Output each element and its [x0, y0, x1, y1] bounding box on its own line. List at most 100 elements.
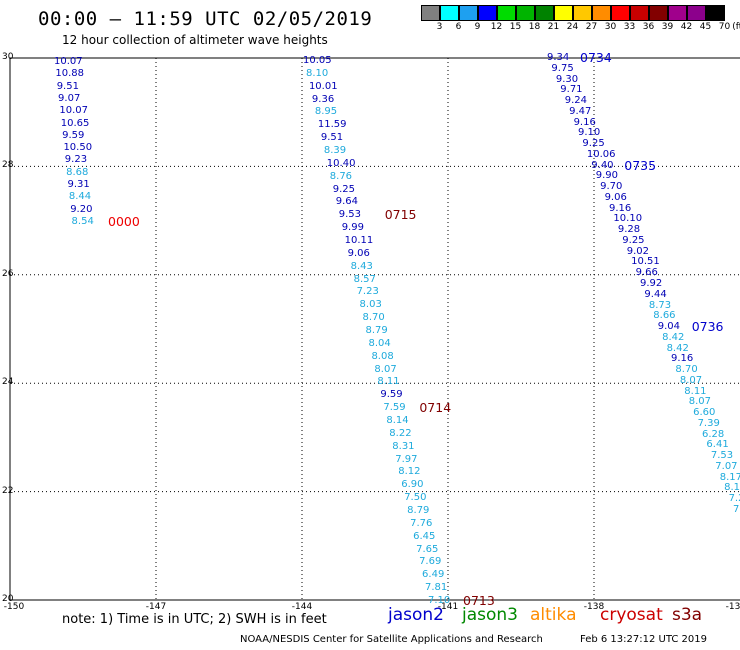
swh-value: 8.44	[68, 191, 92, 203]
swh-value: 9.02	[626, 245, 649, 257]
swh-value: 9.04	[657, 321, 680, 333]
credit-line: NOAA/NESDIS Center for Satellite Applica…	[240, 634, 543, 645]
swh-value: 10.07	[59, 105, 89, 117]
swh-value: 8.79	[407, 505, 430, 516]
swh-value: 9.34	[547, 52, 570, 63]
swh-value: 9.47	[569, 105, 592, 117]
swh-value: 8.08	[371, 350, 394, 362]
swh-value: 10.40	[326, 157, 356, 169]
lon-tick-label: -13	[725, 602, 740, 612]
legend-label: 70	[718, 22, 731, 32]
lon-tick-label: -150	[3, 602, 25, 612]
lon-tick-label: -141	[437, 602, 459, 612]
lon-tick-label: -144	[291, 602, 313, 612]
legend-label: 24	[566, 22, 579, 32]
swh-value: 6.45	[413, 530, 436, 542]
swh-value: 8.42	[662, 331, 685, 343]
swh-value: 6.49	[422, 569, 445, 581]
swh-value: 8.39	[323, 145, 347, 156]
lat-tick-label: 26	[2, 268, 14, 279]
legend-label: 33	[623, 22, 636, 32]
legend-label: 30	[604, 22, 617, 32]
swh-value: 9.90	[595, 170, 618, 182]
swh-value: 8.12	[398, 466, 421, 478]
pass-time-label: 0734	[580, 50, 612, 65]
swh-value: 8.76	[329, 170, 353, 182]
swh-value: 8.54	[71, 215, 94, 227]
swh-value: 9.16	[573, 116, 596, 128]
swh-value: 9.10	[578, 127, 601, 139]
lat-tick-label: 28	[2, 160, 14, 171]
swh-value: 9.07	[58, 92, 81, 104]
swh-value: 6.41	[706, 439, 729, 451]
swh-value: 8.70	[362, 312, 385, 324]
swh-value: 9.44	[644, 288, 667, 300]
swh-value: 10.88	[55, 68, 84, 80]
swh-value: 8.10	[305, 67, 329, 79]
swh-value: 9.53	[338, 209, 361, 221]
swh-value: 7.69	[419, 556, 442, 568]
pass-time-label: 0714	[419, 400, 452, 416]
swh-value: 8.70	[675, 364, 698, 376]
legend-label: 18	[528, 22, 541, 32]
swh-value: 8.07	[688, 396, 711, 408]
lon-tick-label: -138	[583, 602, 605, 612]
swh-value: 8.04	[368, 337, 391, 349]
lat-tick-label: 22	[2, 485, 14, 496]
satellite-jason3: jason3	[462, 605, 518, 625]
legend-unit: (ft)	[732, 22, 740, 32]
swh-value: 7.50	[404, 492, 427, 504]
swh-value: 10.11	[344, 235, 374, 246]
legend-swatch	[554, 5, 573, 21]
swh-value: 10.06	[586, 148, 616, 160]
swh-value: 7.59	[383, 402, 406, 414]
swh-value: 9.06	[604, 191, 627, 203]
pass-time-label: 0736	[691, 319, 724, 335]
footer-note: note: 1) Time is in UTC; 2) SWH is in fe…	[62, 612, 327, 627]
swh-value: 10.51	[631, 256, 660, 268]
satellite-cryosat: cryosat	[600, 605, 663, 625]
swh-value: 7.65	[416, 543, 439, 555]
swh-value: 9.25	[622, 234, 645, 246]
swh-value: 8.22	[389, 427, 412, 439]
plot-frame	[9, 57, 740, 601]
legend-label: 39	[661, 22, 674, 32]
swh-value: 6.28	[702, 428, 725, 440]
legend-swatch	[668, 5, 687, 21]
swh-value: 8.68	[66, 166, 89, 178]
swh-value: 8.31	[392, 440, 415, 452]
swh-value: 9.30	[555, 73, 579, 85]
legend-swatch	[649, 5, 668, 21]
map-subtitle: 12 hour collection of altimeter wave hei…	[62, 33, 328, 47]
legend-label: 9	[474, 22, 481, 32]
legend-label: 3	[436, 22, 443, 32]
swh-value: 8.57	[353, 273, 376, 285]
swh-value: 9.75	[551, 62, 574, 74]
swh-value: 10.05	[303, 55, 332, 66]
swh-value: 7.23	[356, 286, 379, 298]
map-title: 00:00 – 11:59 UTC 02/05/2019	[38, 8, 373, 30]
swh-value: 8.11	[684, 385, 707, 397]
swh-value: 8.66	[653, 310, 676, 322]
legend-swatch	[421, 5, 440, 21]
swh-value: 9.16	[609, 202, 632, 214]
legend-label: 42	[680, 22, 693, 32]
legend-swatch	[516, 5, 535, 21]
swh-value: 8.17	[719, 471, 740, 483]
satellite-altika: altika	[530, 605, 577, 625]
legend-swatch	[630, 5, 649, 21]
swh-value: 9.64	[335, 196, 358, 208]
legend-swatch	[592, 5, 611, 21]
legend-swatch	[687, 5, 706, 21]
legend-swatch	[440, 5, 459, 21]
satellite-jason2: jason2	[388, 605, 444, 625]
legend-swatch	[611, 5, 630, 21]
swh-value: 10.01	[308, 80, 338, 92]
swh-value: 7.53	[710, 450, 734, 462]
swh-value: 7.07	[715, 460, 738, 472]
swh-value: 8.07	[374, 363, 397, 375]
legend-swatch	[535, 5, 554, 21]
swh-value: 7.97	[395, 453, 418, 465]
swh-value: 9.66	[635, 267, 658, 279]
